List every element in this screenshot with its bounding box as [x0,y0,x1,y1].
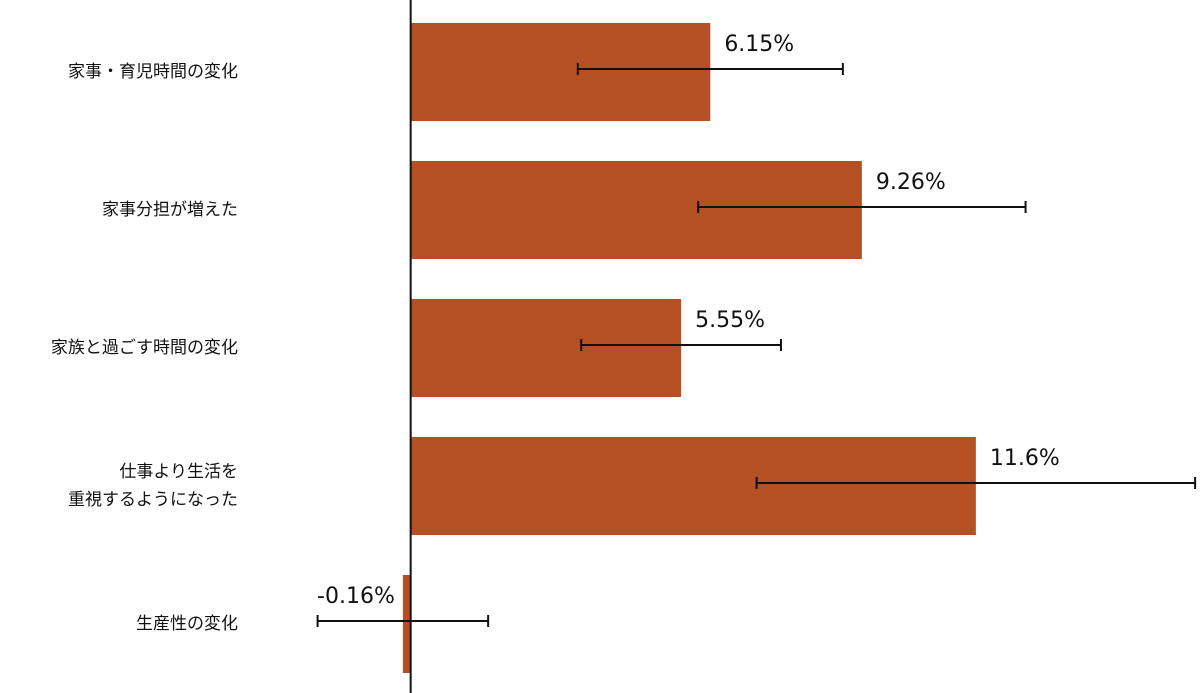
error-bar [580,339,782,351]
category-label: 家事分担が増えた [102,200,238,220]
category-label: 家族と過ごす時間の変化 [50,338,238,358]
value-label: 9.26% [876,170,946,195]
error-bar [755,477,1197,489]
value-label: -0.16% [317,584,395,609]
category-label: 家事・育児時間の変化 [68,62,238,82]
value-label: 6.15% [724,32,794,57]
value-label: 11.6% [990,446,1060,471]
bar [410,161,862,259]
category-label: 仕事より生活を 重視するようになった [68,462,238,510]
error-bar [316,615,490,627]
bar [410,299,682,397]
bar [402,575,411,673]
error-bar [576,63,844,75]
category-label: 生産性の変化 [136,614,238,634]
bar [410,23,711,121]
bar [410,437,976,535]
error-bar [697,201,1027,213]
value-label: 5.55% [695,308,765,333]
